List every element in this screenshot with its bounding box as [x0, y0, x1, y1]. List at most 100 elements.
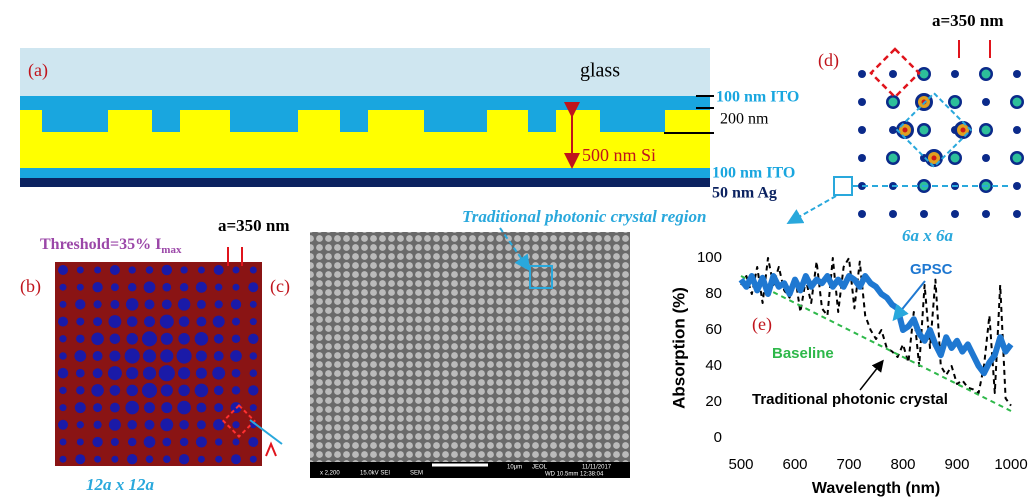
lattice-dot	[889, 126, 897, 134]
y-axis-title: Absorption (%)	[669, 287, 688, 409]
lattice-dot	[93, 300, 101, 308]
layer-label: 500 nm Si	[582, 145, 656, 165]
figure: (a) glass 100 nm ITO 200 nm 500 nm Si 10…	[0, 0, 1034, 498]
lattice-dot	[180, 266, 187, 273]
lattice-dot	[76, 369, 85, 378]
panel-label: (c)	[270, 276, 290, 297]
x-tick-label: 1000	[994, 456, 1027, 473]
lattice-dot	[197, 420, 206, 429]
lattice-dot	[76, 318, 84, 326]
lattice-dot	[212, 367, 225, 380]
lattice-dot	[126, 385, 138, 397]
lattice-dot	[215, 456, 222, 463]
lattice-dot	[76, 335, 84, 343]
lattice-dot	[128, 438, 136, 446]
lattice-dot	[144, 436, 156, 448]
lattice-dot	[213, 316, 225, 328]
threshold-sub: max	[161, 244, 182, 256]
lattice-dot	[195, 384, 209, 398]
defect-center	[932, 156, 937, 161]
lattice-dot	[94, 267, 101, 274]
ito-bottom-layer	[20, 168, 710, 178]
lattice-dot	[77, 284, 84, 291]
lattice-dot	[233, 439, 240, 446]
lattice-dot	[161, 384, 173, 396]
lattice-dot	[75, 402, 86, 413]
layer-label: 200 nm	[720, 111, 769, 128]
lattice-dot	[75, 299, 85, 309]
lattice-dot	[110, 403, 120, 413]
lattice-dot	[162, 438, 171, 447]
lattice-dot	[178, 367, 190, 379]
lattice-dot	[126, 298, 139, 311]
lattice-dot	[144, 402, 155, 413]
lattice-dot	[161, 402, 172, 413]
lattice-dot	[94, 456, 101, 463]
x-tick-label: 700	[836, 456, 861, 473]
lattice-dot	[125, 401, 139, 415]
lattice-dot	[196, 368, 207, 379]
x-tick-label: 900	[944, 456, 969, 473]
lattice-dot	[858, 126, 866, 134]
lattice-core	[951, 98, 960, 107]
panel-label: (d)	[818, 50, 839, 71]
lattice-dot	[232, 318, 240, 326]
lattice-dot	[143, 349, 156, 362]
lattice-dot	[143, 367, 156, 380]
lattice-dot	[109, 419, 121, 431]
arrow	[790, 196, 836, 222]
sem-footer-text: 11/11/2017	[582, 465, 612, 471]
lattice-dot	[250, 301, 257, 308]
layer-label: 100 nm ITO	[716, 89, 799, 106]
y-tick-label: 80	[705, 285, 722, 302]
lattice-dot	[180, 283, 188, 291]
lattice-dot	[142, 331, 157, 346]
lattice-dot	[198, 456, 205, 463]
lattice-dot	[232, 369, 241, 378]
lattice-dot	[91, 333, 104, 346]
lattice-dot	[1013, 210, 1021, 218]
lattice-dot	[58, 420, 68, 430]
series-label: GPSC	[910, 261, 953, 278]
lattice-dot	[110, 385, 121, 396]
lattice-dot	[92, 437, 102, 447]
lattice-dot	[250, 369, 258, 377]
sem-footer-text: WD 10.5mm 12:38:04	[545, 472, 604, 478]
lattice-dot	[250, 404, 257, 411]
y-tick-label: 20	[705, 393, 722, 410]
arrow	[860, 362, 882, 390]
lattice-dot	[161, 333, 173, 345]
lattice-dot	[232, 335, 240, 343]
lattice-dot	[179, 316, 190, 327]
lattice-dot	[231, 454, 241, 464]
panel-e: Absorption (%) Wavelength (nm) (e) 02040…	[669, 249, 1027, 497]
lattice-dot	[128, 283, 136, 291]
lattice-dot	[160, 315, 174, 329]
lattice-dot	[145, 299, 155, 309]
panel-b: (b) a=350 nm Threshold=35% Imax 12a x 12…	[20, 216, 290, 494]
sem-footer-text: x 2,200	[320, 471, 340, 477]
lattice-dot	[858, 98, 866, 106]
lattice-dot	[232, 386, 240, 394]
lattice-dot	[111, 438, 119, 446]
lattice-core	[982, 126, 991, 135]
sem-footer-text: JEOL	[532, 465, 548, 471]
lattice-dot	[59, 335, 66, 342]
lattice-dot	[110, 265, 120, 275]
panel-a: (a) glass 100 nm ITO 200 nm 500 nm Si 10…	[20, 48, 799, 202]
arrow	[895, 281, 925, 318]
lattice-dot	[126, 333, 138, 345]
lattice-core	[1013, 154, 1022, 163]
x-tick-label: 800	[890, 456, 915, 473]
sem-footer-text: SEM	[410, 471, 423, 477]
lattice-dot	[230, 350, 242, 362]
x-tick-label: 500	[728, 456, 753, 473]
ag-layer	[20, 178, 710, 187]
lattice-dot	[232, 421, 239, 428]
lattice-dot	[180, 438, 188, 446]
si-pillar	[20, 110, 42, 133]
lattice-dot	[146, 455, 154, 463]
panel-d: (d) a=350 nm 6a x 6a	[790, 11, 1024, 245]
y-tick-label: 0	[714, 429, 722, 446]
sem-footer-text: 15.0kV SEI	[360, 471, 390, 477]
